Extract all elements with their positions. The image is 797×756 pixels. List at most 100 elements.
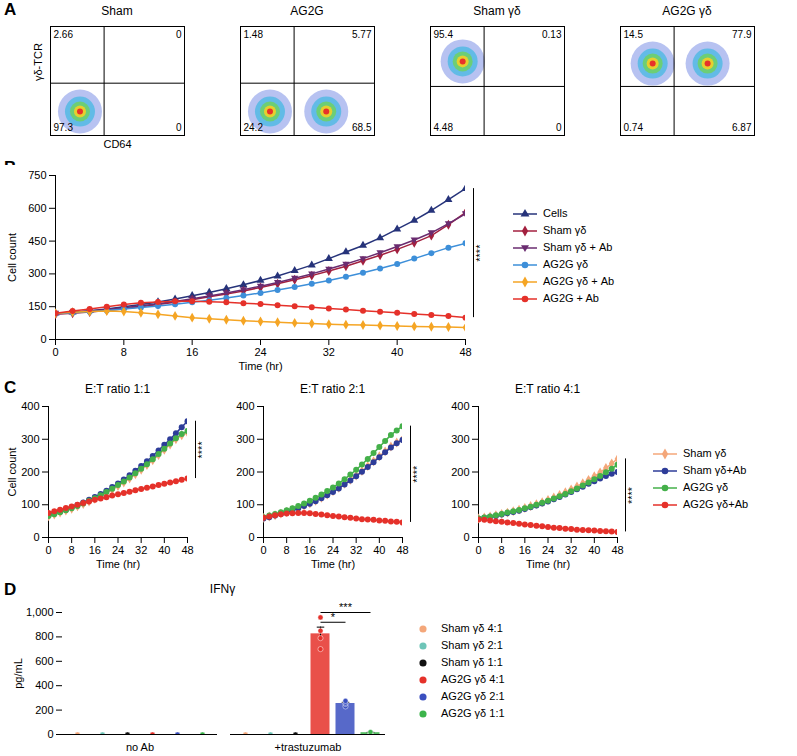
svg-text:300: 300	[21, 433, 39, 445]
svg-text:5.77: 5.77	[352, 29, 372, 40]
svg-text:0: 0	[45, 544, 51, 556]
svg-text:32: 32	[565, 544, 577, 556]
svg-text:68.5: 68.5	[352, 122, 372, 133]
html-text:A: A	[4, 0, 17, 19]
svg-text:0: 0	[47, 728, 53, 740]
svg-text:24: 24	[327, 544, 339, 556]
svg-text:0: 0	[260, 544, 266, 556]
svg-text:8: 8	[121, 346, 127, 358]
svg-text:0: 0	[176, 29, 182, 40]
svg-text:1.48: 1.48	[244, 29, 264, 40]
svg-text:+trastuzumab: +trastuzumab	[275, 741, 342, 753]
html-text:D: D	[4, 580, 17, 599]
svg-text:300: 300	[236, 433, 254, 445]
html-text:B: B	[4, 158, 17, 177]
html-text:AG2G: AG2G	[290, 4, 324, 18]
svg-text:100: 100	[21, 498, 39, 510]
svg-text:6.87: 6.87	[732, 122, 752, 133]
svg-text:40: 40	[158, 544, 170, 556]
html-text:IFNγ: IFNγ	[209, 582, 236, 596]
svg-text:16: 16	[304, 544, 316, 556]
svg-text:300: 300	[451, 433, 469, 445]
svg-text:****: ****	[626, 486, 638, 504]
svg-text:0: 0	[463, 531, 469, 543]
svg-text:0: 0	[52, 346, 58, 358]
svg-text:*: *	[331, 611, 336, 623]
svg-text:200: 200	[236, 466, 254, 478]
svg-text:400: 400	[236, 400, 254, 412]
svg-text:200: 200	[451, 466, 469, 478]
svg-text:100: 100	[236, 498, 254, 510]
html-text:Sham γδ: Sham γδ	[473, 4, 521, 18]
svg-text:100: 100	[451, 498, 469, 510]
svg-text:Time (hr): Time (hr)	[526, 558, 570, 570]
svg-text:48: 48	[459, 346, 471, 358]
svg-text:16: 16	[186, 346, 198, 358]
html-text:C: C	[4, 378, 17, 397]
svg-text:0: 0	[248, 531, 254, 543]
svg-text:40: 40	[373, 544, 385, 556]
html-text:Sham: Sham	[101, 4, 133, 18]
html-text:E:T ratio 4:1: E:T ratio 4:1	[514, 382, 581, 396]
svg-text:600: 600	[28, 202, 46, 214]
svg-text:750: 750	[28, 169, 46, 181]
svg-text:600: 600	[35, 655, 53, 667]
svg-text:95.4: 95.4	[434, 29, 454, 40]
svg-text:32: 32	[135, 544, 147, 556]
svg-text:1,000: 1,000	[26, 606, 54, 618]
svg-text:0.13: 0.13	[542, 29, 562, 40]
html-text:E:T ratio 1:1: E:T ratio 1:1	[84, 382, 151, 396]
svg-text:400: 400	[35, 679, 53, 691]
svg-text:pg/mL: pg/mL	[12, 658, 24, 689]
svg-text:14.5: 14.5	[624, 29, 644, 40]
svg-text:450: 450	[28, 235, 46, 247]
svg-text:24.2: 24.2	[244, 122, 264, 133]
svg-text:200: 200	[35, 704, 53, 716]
svg-text:****: ****	[411, 465, 423, 483]
svg-text:300: 300	[28, 267, 46, 279]
svg-text:0: 0	[33, 531, 39, 543]
svg-text:CD64: CD64	[103, 138, 131, 150]
svg-text:400: 400	[451, 400, 469, 412]
svg-text:***: ***	[339, 601, 353, 613]
svg-text:800: 800	[35, 630, 53, 642]
svg-text:Cell count: Cell count	[6, 448, 18, 497]
svg-text:48: 48	[181, 544, 193, 556]
svg-text:Time (hr): Time (hr)	[311, 558, 355, 570]
svg-text:0.74: 0.74	[624, 122, 644, 133]
html-text:E:T ratio 2:1: E:T ratio 2:1	[299, 382, 366, 396]
svg-text:8: 8	[69, 544, 75, 556]
svg-text:Cell count: Cell count	[6, 233, 18, 282]
svg-text:48: 48	[396, 544, 408, 556]
svg-text:0: 0	[556, 122, 562, 133]
svg-text:****: ****	[474, 244, 486, 262]
svg-text:150: 150	[28, 300, 46, 312]
svg-text:Time (hr): Time (hr)	[238, 360, 282, 372]
svg-text:0: 0	[40, 333, 46, 345]
svg-text:16: 16	[519, 544, 531, 556]
svg-text:****: ****	[196, 441, 208, 459]
svg-text:2.66: 2.66	[54, 29, 74, 40]
svg-text:40: 40	[391, 346, 403, 358]
svg-text:no Ab: no Ab	[126, 741, 154, 753]
svg-text:400: 400	[21, 400, 39, 412]
svg-text:0: 0	[475, 544, 481, 556]
svg-text:48: 48	[611, 544, 623, 556]
svg-text:40: 40	[588, 544, 600, 556]
svg-text:32: 32	[350, 544, 362, 556]
svg-text:0: 0	[176, 122, 182, 133]
svg-text:8: 8	[499, 544, 505, 556]
svg-text:4.48: 4.48	[434, 122, 454, 133]
svg-text:Time (hr): Time (hr)	[96, 558, 140, 570]
html-text:AG2G γδ: AG2G γδ	[662, 4, 712, 18]
svg-text:γδ-TCR: γδ-TCR	[32, 43, 44, 81]
svg-text:24: 24	[254, 346, 266, 358]
svg-text:16: 16	[89, 544, 101, 556]
svg-text:200: 200	[21, 466, 39, 478]
svg-text:97.3: 97.3	[54, 122, 74, 133]
svg-text:24: 24	[542, 544, 554, 556]
svg-text:32: 32	[323, 346, 335, 358]
svg-text:8: 8	[284, 544, 290, 556]
svg-text:24: 24	[112, 544, 124, 556]
svg-text:77.9: 77.9	[732, 29, 752, 40]
